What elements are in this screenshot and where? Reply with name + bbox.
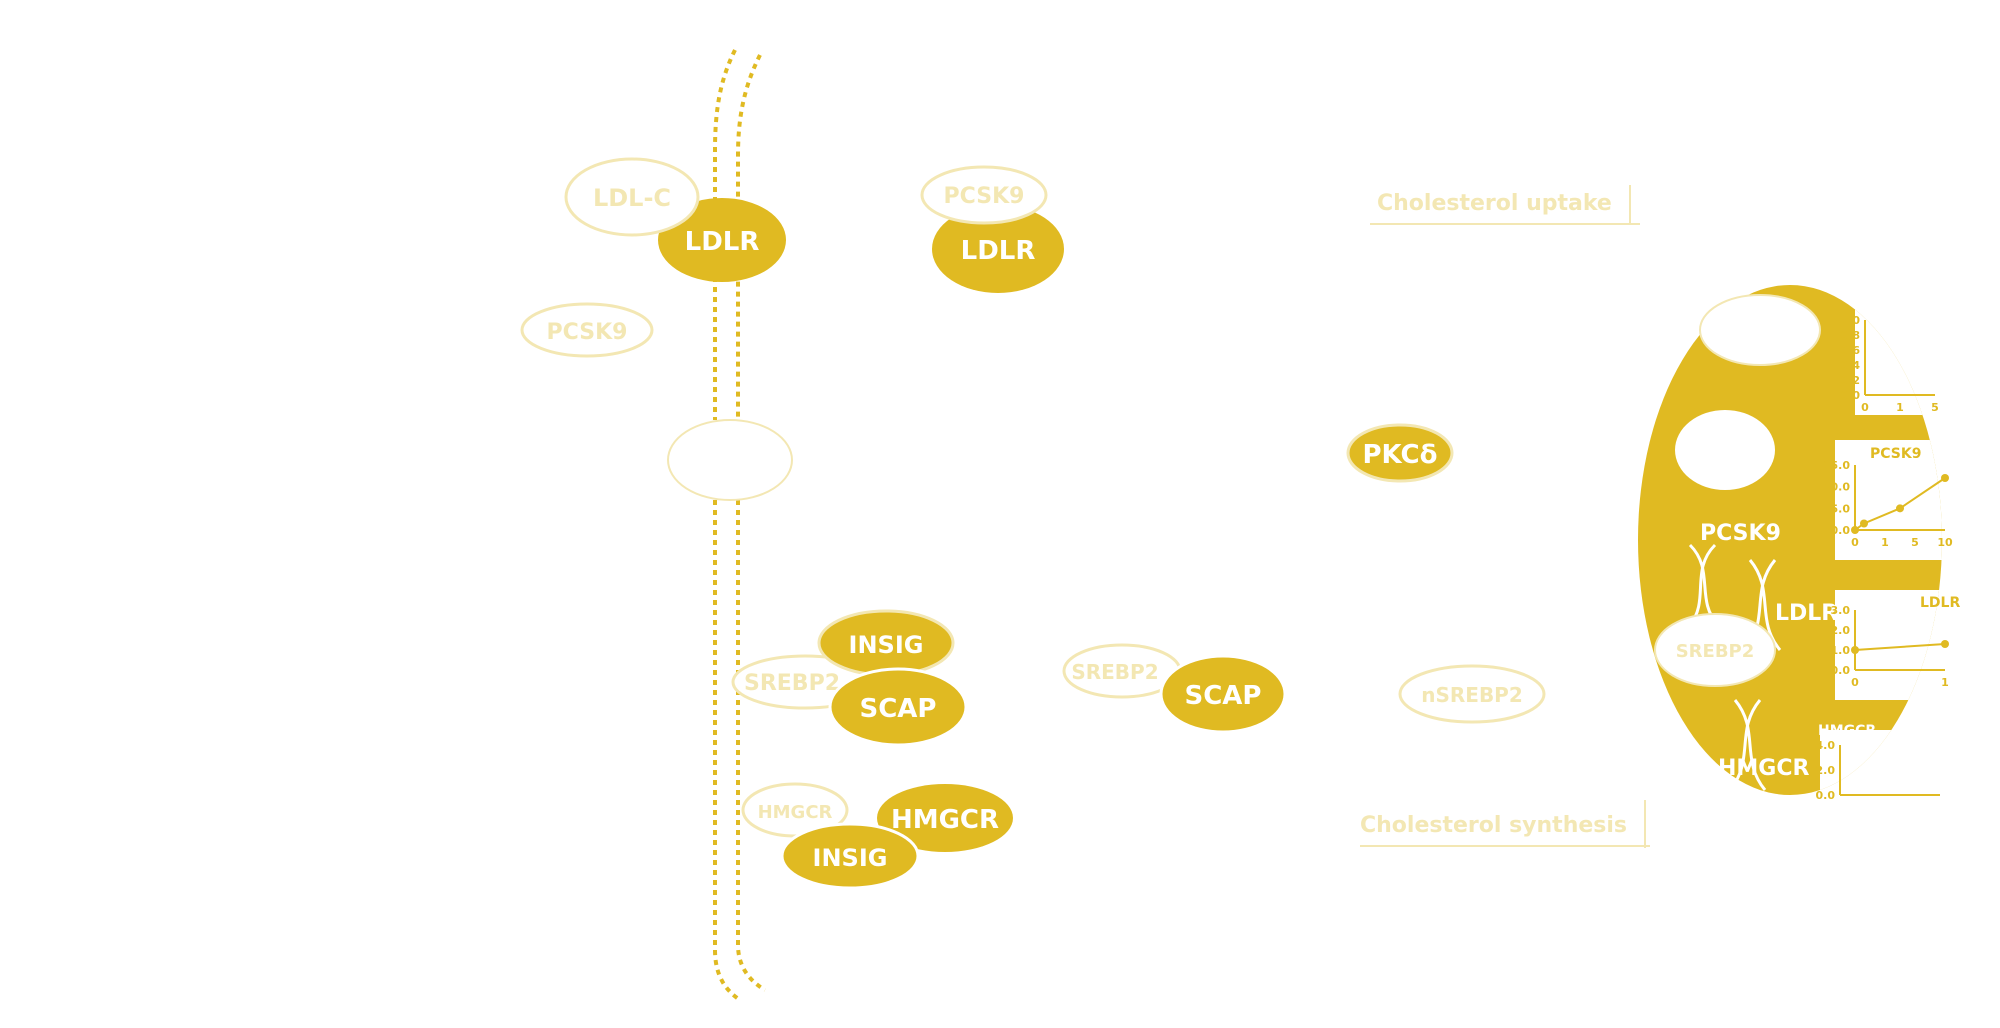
chart-y-tick-label: 0.6 — [1841, 344, 1861, 357]
chart-y-tick-label: 15.0 — [1823, 459, 1850, 472]
insig-lower-label: INSIG — [813, 844, 888, 872]
chart-x-tick-label: 1 — [1881, 536, 1889, 549]
chart-y-tick-label: 2.0 — [1816, 764, 1836, 777]
chart-series-line — [1854, 643, 1946, 651]
chart-data-point — [1860, 519, 1868, 528]
chart-series-line — [1854, 477, 1946, 531]
chart-y-tick-label: 5.0 — [1831, 502, 1851, 515]
cholesterol-synthesis: Cholesterol synthesis — [1360, 800, 1650, 848]
gene-hmgcr-label: HMGCR — [1718, 756, 1810, 781]
nsrebp2-label: nSREBP2 — [1421, 683, 1523, 707]
hmgcr-node — [877, 784, 1013, 852]
chart-x-tick-label: 1 — [1896, 401, 1904, 414]
pcsk9-node-top-right — [920, 165, 1048, 225]
pkc-delta-label: PKCδ — [1363, 440, 1438, 470]
cholesterol-uptake-label: Cholesterol uptake — [1377, 191, 1612, 216]
ldlr-label-right: LDLR — [961, 236, 1036, 266]
insig-lower-node — [780, 822, 920, 890]
chart-y-tick-label: 0.0 — [1831, 524, 1851, 537]
srebp2-nucleus-label: SREBP2 — [1676, 641, 1755, 662]
chart-panel-1 — [1855, 300, 1942, 415]
insig-scap-srebp2-complex: SREBP2 INSIG SCAP — [731, 609, 968, 747]
pcsk9-left: PCSK9 — [520, 302, 654, 358]
nsrebp2: nSREBP2 — [1398, 664, 1546, 724]
chart-x-tick-label: 5 — [1931, 401, 1939, 414]
chart-y-tick-label: 0.0 — [1816, 789, 1836, 802]
chart-title: HMGCR — [1818, 723, 1876, 739]
chart-title: PCSK9 — [1870, 446, 1921, 462]
srebp2-upper-label: SREBP2 — [744, 671, 840, 696]
ldlc-label: LDL-C — [593, 184, 671, 212]
nuclear-receptor-node — [1699, 294, 1821, 366]
nucleus-charts: 1.00.80.60.40.20.00 1 515.010.05.00.00 1 5 10… — [1816, 314, 1961, 802]
chart-y-tick-label: 0.4 — [1841, 359, 1861, 372]
pcsk9-left-label: PCSK9 — [547, 320, 628, 345]
chart-x-tick-label: 0 — [1851, 676, 1859, 689]
chart-y-tick-label: 0.2 — [1841, 374, 1861, 387]
chart-data-point — [1851, 646, 1859, 654]
srebp2-mid-label: SREBP2 — [1071, 660, 1158, 684]
chart-x-tick-label: 0 — [1861, 401, 1869, 414]
insig-upper-label: INSIG — [849, 631, 924, 659]
hmgcr-partner-label: HMGCR — [758, 802, 833, 823]
srebp2-scap-mid: SREBP2 SCAP — [1062, 643, 1287, 734]
chart-x-tick-label: 1 — [1941, 676, 1949, 689]
hmgcr-insig-complex: HMGCR HMGCR INSIG — [741, 782, 1013, 890]
srebp2-nucleus-node — [1654, 613, 1776, 687]
chart-y-tick-label: 2.0 — [1831, 624, 1851, 637]
scap-upper-label: SCAP — [860, 694, 937, 724]
ldlr-ldlc-complex: LDLR LDL-C — [564, 157, 786, 282]
membrane-channel — [667, 419, 793, 501]
scap-mid-node — [1159, 654, 1287, 734]
chart-y-tick-label: 10.0 — [1823, 481, 1850, 494]
ldlr-node-left — [658, 198, 786, 282]
cell-membrane — [713, 49, 767, 1002]
chart-y-tick-label: 0.8 — [1841, 329, 1861, 342]
nucleus: PCSK9 LDLR HMGCR SREBP2 1.0 0.8 0.6 0.4 0.2 0… — [1638, 285, 1961, 802]
chart-y-tick-label: 0.0 — [1841, 389, 1861, 402]
gene-pcsk9-label: PCSK9 — [1700, 521, 1781, 546]
chart-x-tick-label: 5 — [1911, 536, 1919, 549]
chart-data-point — [1851, 526, 1859, 534]
chart-y-tick-label: 1.0 — [1841, 314, 1861, 327]
chart-x-tick-label: 10 — [1937, 536, 1953, 549]
nuclear-pore-node — [1675, 410, 1775, 490]
chart-x-tick-label: 0 — [1851, 536, 1859, 549]
chart-y-tick-label: 3.0 — [1831, 604, 1851, 617]
cholesterol-synthesis-label: Cholesterol synthesis — [1360, 813, 1627, 838]
ldlr-pcsk9-complex: LDLR PCSK9 — [920, 165, 1064, 293]
ldlr-node-right — [932, 205, 1064, 293]
chart-data-point — [1941, 640, 1949, 648]
scap-upper-node — [828, 667, 968, 747]
chart-panel-2 — [1835, 440, 1942, 560]
ldlr-label-left: LDLR — [685, 227, 760, 257]
chart-y-tick-label: 0.0 — [1831, 664, 1851, 677]
pcsk9-top-right-label: PCSK9 — [944, 184, 1025, 209]
hmgcr-label: HMGCR — [891, 805, 999, 835]
chart-y-tick-label: 4.0 — [1816, 739, 1836, 752]
chart-title: LDLR — [1920, 595, 1960, 611]
chart-data-point — [1941, 474, 1949, 482]
ldlc-node — [564, 157, 700, 237]
gene-ldlr-label: LDLR — [1775, 601, 1838, 626]
scap-mid-label: SCAP — [1185, 681, 1262, 711]
chart-data-point — [1896, 504, 1904, 513]
chart-y-tick-label: 1.0 — [1831, 644, 1851, 657]
pkc-delta: PKCδ — [1346, 423, 1454, 483]
cholesterol-uptake: Cholesterol uptake — [1370, 185, 1640, 225]
